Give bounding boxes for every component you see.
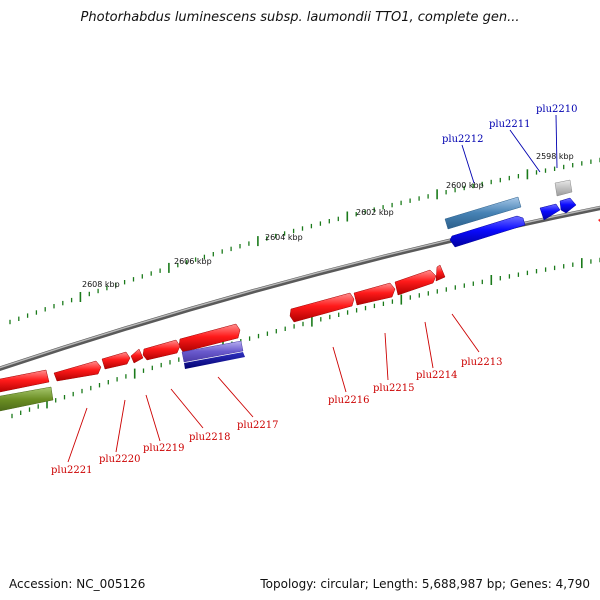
scale-labels: 2598 kbp 2600 kbp 2602 kbp 2604 kbp 2606… xyxy=(82,152,574,289)
gene-plu2221-arrow[interactable] xyxy=(53,360,102,382)
leader-plu2221 xyxy=(67,407,88,463)
feature-grey[interactable] xyxy=(554,179,573,197)
gene-plu2218-arrow[interactable] xyxy=(142,339,181,361)
gene-plu2220-arrow[interactable] xyxy=(101,351,131,370)
gene-label-plu2219[interactable]: plu2219 xyxy=(143,443,185,454)
leader-plu2214 xyxy=(424,321,434,369)
leader-plu2220 xyxy=(115,399,126,453)
genome-summary-text: Topology: circular; Length: 5,688,987 bp… xyxy=(260,577,590,591)
leader-plu2213 xyxy=(451,313,480,353)
leader-plu2210 xyxy=(555,114,558,169)
feature-purple[interactable] xyxy=(181,340,244,363)
feature-navy[interactable] xyxy=(184,352,245,369)
gene-left-edge-arrow[interactable] xyxy=(0,369,50,393)
gene-labels: plu2210 plu2211 plu2212 plu2213 plu2214 … xyxy=(51,104,578,476)
scale-label-2608: 2608 kbp xyxy=(82,280,120,289)
leader-plu2218 xyxy=(170,388,204,429)
scale-ticks-outer xyxy=(9,157,600,325)
gene-plu2213-arrow[interactable] xyxy=(435,264,446,282)
feature-olive[interactable] xyxy=(0,386,54,412)
leader-plu2217 xyxy=(217,376,254,418)
gene-label-plu2215[interactable]: plu2215 xyxy=(373,383,415,394)
scale-label-2600: 2600 kbp xyxy=(446,181,484,190)
gene-plu2215-arrow[interactable] xyxy=(353,282,396,306)
map-title: Photorhabdus luminescens subsp. laumondi… xyxy=(80,10,520,25)
leader-plu2215 xyxy=(384,332,389,381)
gene-label-plu2211[interactable]: plu2211 xyxy=(489,119,531,130)
leader-plu2212 xyxy=(461,144,475,184)
gene-plu2216-arrow[interactable] xyxy=(289,292,355,323)
gene-label-plu2217[interactable]: plu2217 xyxy=(237,420,279,431)
feature-light-blue[interactable] xyxy=(444,196,522,230)
scale-ticks-inner xyxy=(11,257,600,419)
leader-plu2219 xyxy=(145,394,161,442)
gene-label-plu2221[interactable]: plu2221 xyxy=(51,465,93,476)
reverse-strand-features xyxy=(444,179,600,248)
gene-label-plu2212[interactable]: plu2212 xyxy=(442,134,484,145)
gene-plu2214-arrow[interactable] xyxy=(394,269,437,296)
gene-plu2210-arrow[interactable] xyxy=(559,197,577,214)
forward-strand-features xyxy=(0,264,446,412)
scale-label-2606: 2606 kbp xyxy=(174,257,212,266)
gene-plu2212-arrow[interactable] xyxy=(449,215,526,248)
gene-plu2219-arrow[interactable] xyxy=(130,348,144,364)
gene-label-plu2220[interactable]: plu2220 xyxy=(99,454,141,465)
gene-label-plu2216[interactable]: plu2216 xyxy=(328,395,370,406)
gene-label-plu2213[interactable]: plu2213 xyxy=(461,357,503,368)
scale-label-2604: 2604 kbp xyxy=(265,233,303,242)
accession-text: Accession: NC_005126 xyxy=(9,577,146,591)
leader-plu2211 xyxy=(509,129,541,173)
scale-label-2602: 2602 kbp xyxy=(356,208,394,217)
gene-label-plu2218[interactable]: plu2218 xyxy=(189,432,231,443)
scale-label-2598: 2598 kbp xyxy=(536,152,574,161)
gene-plu2211-arrow[interactable] xyxy=(539,203,561,221)
label-leader-lines xyxy=(67,114,558,463)
chromosome-backbone xyxy=(0,205,600,372)
leader-plu2216 xyxy=(332,346,347,393)
gene-label-plu2214[interactable]: plu2214 xyxy=(416,370,458,381)
gene-label-plu2210[interactable]: plu2210 xyxy=(536,104,578,115)
